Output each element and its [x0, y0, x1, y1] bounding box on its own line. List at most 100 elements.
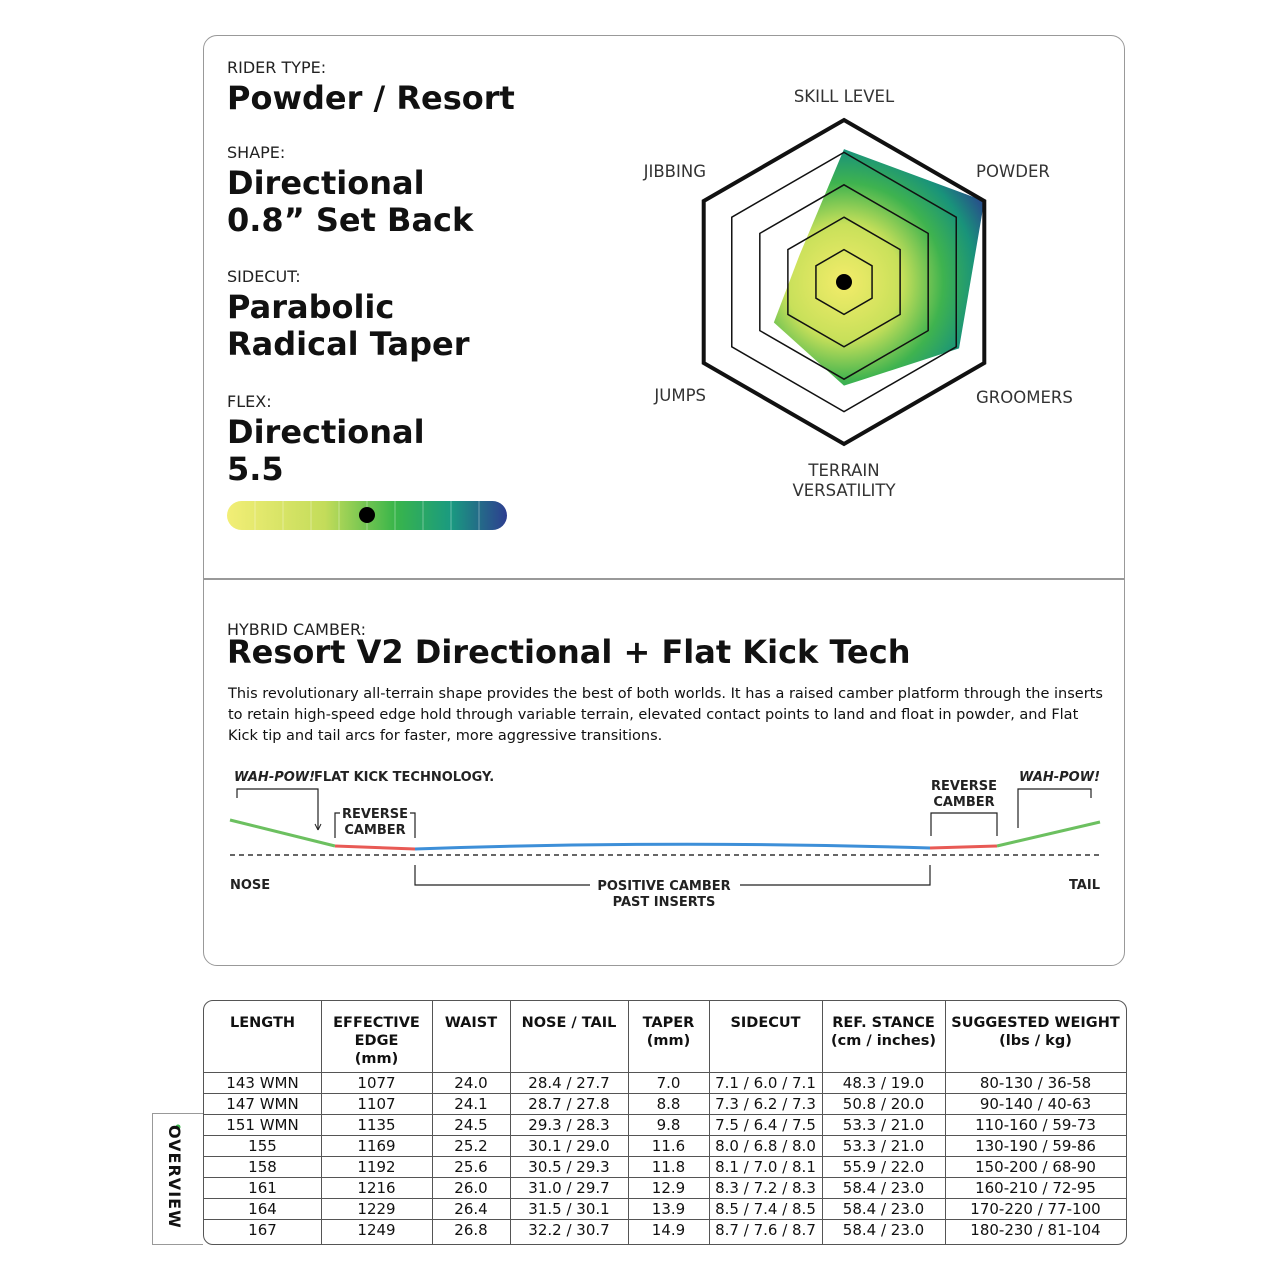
table-cell: 26.0 — [454, 1179, 488, 1197]
table-cell: 24.5 — [454, 1116, 488, 1134]
table-cell: 29.3 / 28.3 — [528, 1116, 610, 1134]
table-cell: 1192 — [357, 1158, 396, 1176]
row-rule — [204, 1219, 1126, 1220]
row-rule — [204, 1135, 1126, 1136]
radar-label: JIBBING — [643, 162, 706, 181]
table-cell: 24.0 — [454, 1074, 488, 1092]
table-cell: 30.1 / 29.0 — [528, 1137, 610, 1155]
col-rule — [822, 1001, 823, 1244]
camber-label: HYBRID CAMBER: — [227, 620, 367, 639]
row-rule — [204, 1072, 1126, 1073]
table-header: EFFECTIVE EDGE (mm) — [333, 1015, 420, 1067]
spec-label: SIDECUT: — [227, 267, 301, 286]
table-cell: 8.5 / 7.4 / 8.5 — [715, 1200, 816, 1218]
table-cell: 25.6 — [454, 1158, 488, 1176]
table-header: NOSE / TAIL — [521, 1015, 617, 1031]
table-cell: 24.1 — [454, 1095, 488, 1113]
camber-description: This revolutionary all-terrain shape pro… — [228, 686, 1103, 744]
col-rule — [628, 1001, 629, 1244]
camber-title: Resort V2 Directional + Flat Kick Tech — [227, 633, 911, 671]
table-cell: 7.3 / 6.2 / 7.3 — [715, 1095, 816, 1113]
radar-label: JUMPS — [653, 386, 706, 405]
table-cell: 53.3 / 21.0 — [842, 1116, 925, 1134]
spec-label: RIDER TYPE: — [227, 58, 327, 77]
spec-label: SHAPE: — [227, 143, 286, 162]
table-cell: 58.4 / 23.0 — [842, 1200, 925, 1218]
table-cell: 11.8 — [651, 1158, 686, 1176]
diagram-label: REVERSE CAMBER — [342, 807, 408, 838]
radar-label: TERRAIN VERSATILITY — [792, 461, 896, 500]
table-cell: 25.2 — [454, 1137, 488, 1155]
spec-label: FLEX: — [227, 392, 272, 411]
table-cell: 80-130 / 36-58 — [979, 1074, 1092, 1092]
table-cell: 164 — [248, 1200, 277, 1218]
wah-pow: WAH-POW! — [234, 770, 315, 785]
table-cell: 1169 — [357, 1137, 396, 1155]
table-cell: 1249 — [357, 1221, 396, 1239]
table-cell: 1135 — [357, 1116, 396, 1134]
table-cell: 1216 — [357, 1179, 396, 1197]
table-cell: 7.0 — [656, 1074, 681, 1092]
table-cell: 30.5 / 29.3 — [528, 1158, 610, 1176]
radar-ring — [701, 117, 987, 447]
table-header: LENGTH — [230, 1015, 295, 1031]
radar-label: POWDER — [976, 162, 1050, 181]
table-cell: 167 — [248, 1221, 277, 1239]
radar-center — [836, 274, 852, 290]
diagram-label: POSITIVE CAMBER PAST INSERTS — [597, 879, 730, 910]
table-cell: 31.0 / 29.7 — [528, 1179, 610, 1197]
table-cell: 1107 — [357, 1095, 396, 1113]
divider — [203, 578, 1125, 580]
table-cell: 170-220 / 77-100 — [970, 1200, 1101, 1218]
nose: NOSE — [230, 878, 270, 893]
col-rule — [432, 1001, 433, 1244]
table-cell: 90-140 / 40-63 — [979, 1095, 1092, 1113]
table-cell: 180-230 / 81-104 — [970, 1221, 1101, 1239]
table-cell: 58.4 / 23.0 — [842, 1179, 925, 1197]
table-header: TAPER (mm) — [642, 1015, 695, 1049]
spec-card — [203, 35, 1125, 966]
table-cell: 8.0 / 6.8 / 8.0 — [715, 1137, 816, 1155]
row-rule — [204, 1198, 1126, 1199]
table-cell: 32.2 / 30.7 — [528, 1221, 610, 1239]
table-cell: 26.4 — [454, 1200, 488, 1218]
table-cell: 53.3 / 21.0 — [842, 1137, 925, 1155]
table-cell: 158 — [248, 1158, 277, 1176]
table-cell: 55.9 / 22.0 — [842, 1158, 925, 1176]
spec-value: Directional — [227, 164, 425, 202]
table-cell: 151 WMN — [226, 1116, 299, 1134]
spec-value: Radical Taper — [227, 325, 470, 363]
table-cell: 155 — [248, 1137, 277, 1155]
table-cell: 8.8 — [656, 1095, 681, 1113]
table-cell: 8.1 / 7.0 / 8.1 — [715, 1158, 816, 1176]
row-rule — [204, 1114, 1126, 1115]
table-cell: 1077 — [357, 1074, 396, 1092]
table-cell: 28.7 / 27.8 — [528, 1095, 610, 1113]
tab-label[interactable]: OVERVIEW — [165, 1125, 184, 1229]
spec-value: Powder / Resort — [227, 79, 515, 117]
col-rule — [321, 1001, 322, 1244]
radar-ring — [759, 183, 929, 381]
tab[interactable] — [152, 1113, 203, 1245]
radar-ring — [731, 151, 957, 413]
table-cell: 26.8 — [454, 1221, 488, 1239]
table-cell: 147 WMN — [226, 1095, 299, 1113]
table-cell: 9.8 — [656, 1116, 681, 1134]
table-cell: 14.9 — [651, 1221, 686, 1239]
table-cell: 110-160 / 59-73 — [975, 1116, 1096, 1134]
tail: TAIL — [1069, 878, 1100, 893]
diagram-label: REVERSE CAMBER — [931, 779, 997, 810]
table-header: SUGGESTED WEIGHT (lbs / kg) — [951, 1015, 1120, 1049]
wah-pow: WAH-POW! — [1019, 770, 1100, 785]
row-rule — [204, 1177, 1126, 1178]
table-cell: 8.7 / 7.6 / 8.7 — [715, 1221, 816, 1239]
table-cell: 13.9 — [651, 1200, 686, 1218]
col-rule — [945, 1001, 946, 1244]
table-header: WAIST — [444, 1015, 498, 1031]
spec-value: 0.8” Set Back — [227, 201, 474, 239]
radar-ring — [787, 216, 901, 348]
table-cell: 48.3 / 19.0 — [842, 1074, 925, 1092]
radar-ring — [815, 248, 873, 316]
